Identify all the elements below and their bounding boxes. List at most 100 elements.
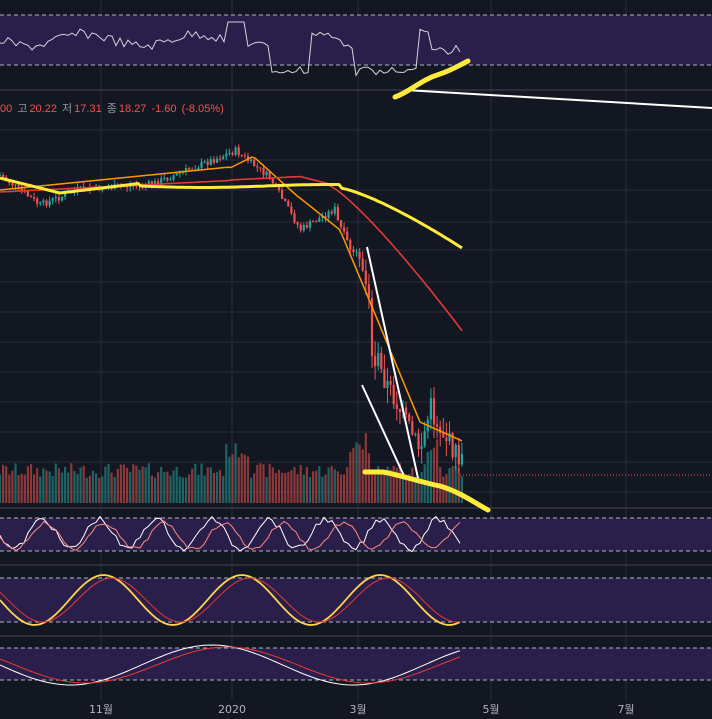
volume-bar <box>166 471 169 503</box>
candle-body <box>129 185 132 188</box>
candle-body <box>361 258 364 271</box>
volume-bar <box>411 467 414 503</box>
candle-body <box>420 445 423 449</box>
candle-body <box>153 180 157 186</box>
candle-body <box>250 159 253 162</box>
stoch-panel-2 <box>0 564 712 626</box>
candle-body <box>147 181 150 185</box>
volume-bar <box>392 465 395 503</box>
x-axis: 11월 2020 3월 5월 7월 <box>89 703 635 716</box>
candle-body <box>305 224 308 228</box>
ohlc-change-pct: (-8.05%) <box>181 103 224 115</box>
volume-bar <box>11 470 14 503</box>
volume-bar <box>271 467 274 503</box>
macd-band <box>0 648 712 680</box>
candle-body <box>460 453 463 465</box>
volume-bar <box>48 471 51 503</box>
volume-bar <box>57 468 60 503</box>
volume-bar <box>0 474 2 503</box>
candle-body <box>417 433 420 449</box>
volume-bar <box>64 466 67 503</box>
volume-bar <box>262 464 265 503</box>
stoch1-d-line <box>0 520 461 551</box>
candle-body <box>405 407 408 415</box>
candle-body <box>225 153 228 157</box>
candle-body <box>293 213 296 223</box>
candle-body <box>132 185 135 187</box>
volume-bar <box>253 473 256 503</box>
volume-bar <box>95 473 98 503</box>
volume-bar <box>268 463 271 503</box>
rsi-panel <box>0 14 712 91</box>
candle-body <box>290 206 293 214</box>
volume-bar <box>234 443 237 503</box>
volume-bar <box>361 449 364 503</box>
volume-bar <box>2 464 5 503</box>
candle-body <box>212 159 215 163</box>
candle-body <box>240 155 243 157</box>
volume-bar <box>203 475 206 503</box>
volume-bar <box>327 467 330 503</box>
volume-bar <box>389 469 392 503</box>
volume-bar <box>8 474 11 503</box>
volume-bar <box>352 447 355 503</box>
macd-signal-line <box>0 646 461 684</box>
candle-body <box>11 183 14 186</box>
ohlc-low-label: 저 <box>62 103 73 115</box>
candle-body <box>268 171 271 179</box>
volume-bar <box>287 471 290 503</box>
candle-body <box>408 414 411 422</box>
volume-bar <box>460 475 463 503</box>
volume-bar <box>147 463 150 503</box>
candle-body <box>57 197 60 201</box>
volume-bar <box>51 476 54 503</box>
candle-body <box>333 206 336 214</box>
x-tick-label: 2020 <box>218 703 246 716</box>
volume-bar <box>138 469 141 503</box>
volume-bar <box>172 470 175 503</box>
volume-bar <box>153 477 157 503</box>
volume-bar <box>370 469 374 503</box>
volume-bar <box>175 466 178 503</box>
candle-body <box>172 175 175 180</box>
volume-bar <box>212 472 215 503</box>
candle-body <box>253 159 256 167</box>
candle-body <box>355 251 358 253</box>
volume-bar <box>215 472 219 503</box>
candle-body <box>157 180 160 185</box>
candle-body <box>389 380 392 385</box>
ma-orange-line <box>0 156 463 442</box>
user-drawings[interactable] <box>361 58 712 513</box>
volume-bar <box>256 464 259 503</box>
candle-body <box>231 152 234 155</box>
candle-body <box>284 198 287 201</box>
candle-body <box>281 190 284 199</box>
volume-bar <box>54 463 57 503</box>
candle-body <box>222 156 225 160</box>
candle-body <box>296 222 299 225</box>
volume-bar <box>126 467 129 503</box>
volume-bar <box>119 464 122 503</box>
volume-bar <box>39 476 42 503</box>
volume-bar <box>274 473 277 503</box>
x-tick-label: 3월 <box>349 703 366 716</box>
volume-bar <box>237 457 240 503</box>
candle-body <box>36 198 39 204</box>
candle-body <box>60 196 64 201</box>
volume-bar <box>73 470 76 503</box>
candle-body <box>299 224 302 231</box>
candle-body <box>265 171 268 176</box>
candle-body <box>184 167 188 172</box>
volume-bar <box>200 463 203 503</box>
volume-bar <box>312 471 315 503</box>
candle-body <box>188 167 191 170</box>
candle-body <box>169 179 172 181</box>
candle-body <box>324 216 327 218</box>
volume-bar <box>408 473 411 503</box>
macd-panel <box>0 635 712 686</box>
x-tick-label: 7월 <box>617 703 634 716</box>
volume-bar <box>219 470 222 503</box>
volume-bar <box>85 477 88 503</box>
volume-bar <box>150 475 153 503</box>
